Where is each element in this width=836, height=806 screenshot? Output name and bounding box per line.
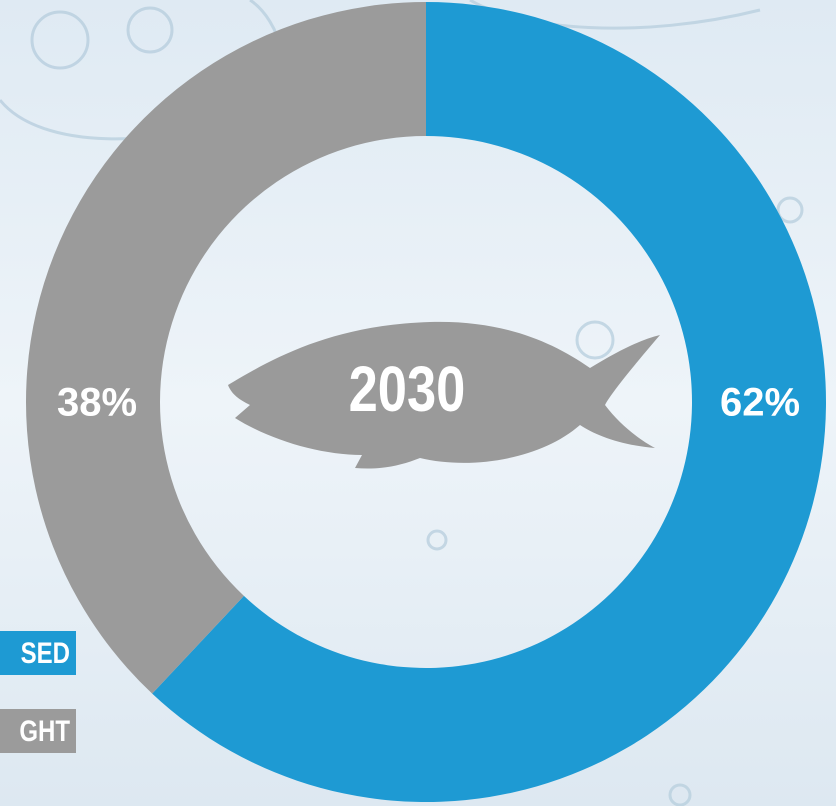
bubble — [575, 320, 615, 360]
bubble — [776, 196, 804, 224]
legend-swatch — [0, 709, 76, 753]
legend-label: SED — [21, 635, 70, 669]
value-label: 38% — [57, 381, 137, 425]
donut-slice — [152, 2, 826, 803]
donut-slice — [26, 2, 426, 694]
bubble — [126, 6, 174, 54]
donut: 62% 38% — [26, 2, 826, 803]
bubble — [426, 529, 448, 551]
legend: SED GHT — [0, 631, 76, 753]
bubble — [30, 10, 90, 70]
center-label: 2030 — [349, 354, 466, 425]
fish-icon — [228, 321, 660, 469]
value-label: 62% — [720, 381, 800, 425]
bubble — [668, 783, 692, 806]
legend-swatch — [0, 631, 76, 675]
legend-label: GHT — [19, 713, 70, 747]
